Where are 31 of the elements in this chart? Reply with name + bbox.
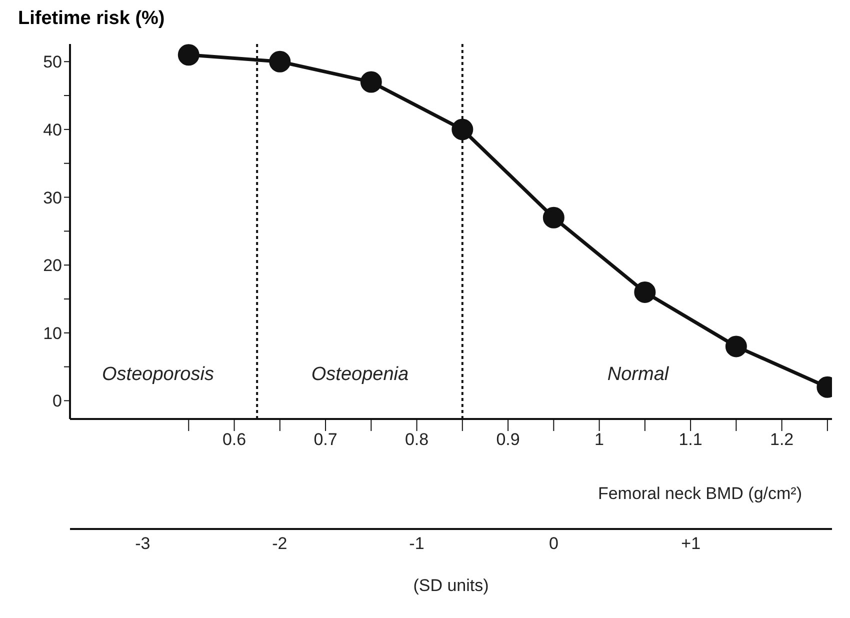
x2-tick-label: +1 <box>681 534 701 554</box>
annotation: Osteoporosis <box>101 364 215 386</box>
y-tick-label: 30 <box>43 188 62 208</box>
x-tick-label: 0.6 <box>222 430 246 450</box>
x2-tick-label: -3 <box>135 534 150 554</box>
y-tick-label: 50 <box>43 52 62 72</box>
x2-tick-label: -1 <box>409 534 424 554</box>
point <box>269 50 291 72</box>
point <box>542 206 564 228</box>
y-tick-label: 10 <box>43 324 62 343</box>
y-tick-label: 0 <box>52 392 62 411</box>
point <box>360 71 382 93</box>
x-tick-label: 1.2 <box>770 430 794 450</box>
annotation: Osteopenia <box>310 364 410 386</box>
annotation: Normal <box>606 364 670 386</box>
y-tick-label: 20 <box>43 256 62 276</box>
x-tick-label: 0.9 <box>496 430 520 450</box>
x-tick-label: 1 <box>594 430 604 450</box>
point <box>178 44 200 66</box>
y-tick-label: 40 <box>43 120 62 140</box>
point <box>634 281 656 303</box>
x-tick-label: 0.8 <box>404 430 429 450</box>
point <box>725 336 747 358</box>
x2-tick-label: -2 <box>272 534 288 554</box>
chart-title: Lifetime risk (%) <box>18 8 166 31</box>
x-tick-label: 0.7 <box>314 430 338 450</box>
point <box>452 118 474 140</box>
x2-tick-label: 0 <box>549 534 559 554</box>
x-tick-label: 1.1 <box>678 430 702 450</box>
x2-axis-title: (SD units) <box>413 576 489 595</box>
x-axis-title: Femoral neck BMD (g/cm²) <box>598 484 802 503</box>
